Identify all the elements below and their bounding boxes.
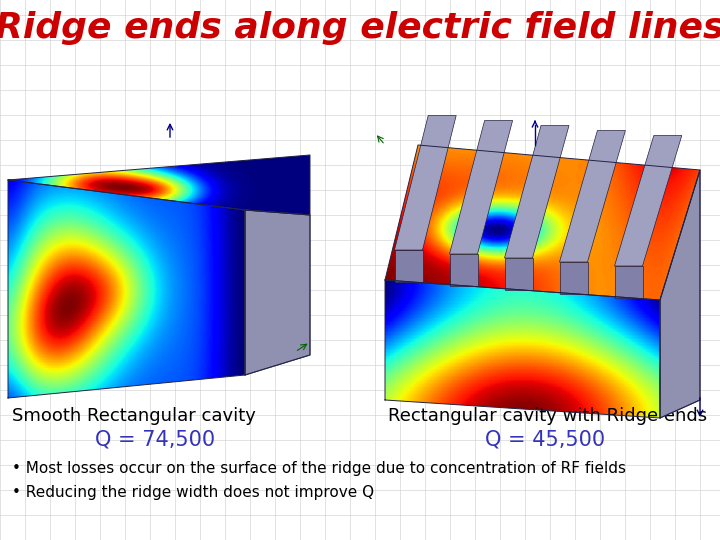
Polygon shape — [245, 210, 310, 375]
Text: Ridge ends along electric field lines: Ridge ends along electric field lines — [0, 11, 720, 45]
Polygon shape — [8, 155, 310, 215]
Polygon shape — [395, 116, 456, 250]
Polygon shape — [614, 266, 642, 298]
Text: Smooth Rectangular cavity: Smooth Rectangular cavity — [12, 407, 256, 425]
Polygon shape — [505, 125, 569, 258]
Polygon shape — [8, 180, 245, 398]
Text: • Most losses occur on the surface of the ridge due to concentration of RF field: • Most losses occur on the surface of th… — [12, 461, 626, 476]
Polygon shape — [385, 280, 660, 418]
Polygon shape — [660, 170, 700, 418]
Polygon shape — [449, 120, 513, 254]
Text: Q = 74,500: Q = 74,500 — [95, 430, 215, 450]
Polygon shape — [395, 250, 423, 282]
Polygon shape — [385, 145, 700, 300]
Text: Q = 45,500: Q = 45,500 — [485, 430, 605, 450]
Polygon shape — [614, 136, 682, 266]
Polygon shape — [559, 262, 588, 294]
Text: Rectangular cavity with Ridge ends: Rectangular cavity with Ridge ends — [388, 407, 707, 425]
Polygon shape — [559, 131, 626, 262]
Polygon shape — [505, 258, 533, 290]
Text: • Reducing the ridge width does not improve Q: • Reducing the ridge width does not impr… — [12, 484, 374, 500]
Polygon shape — [449, 254, 477, 286]
